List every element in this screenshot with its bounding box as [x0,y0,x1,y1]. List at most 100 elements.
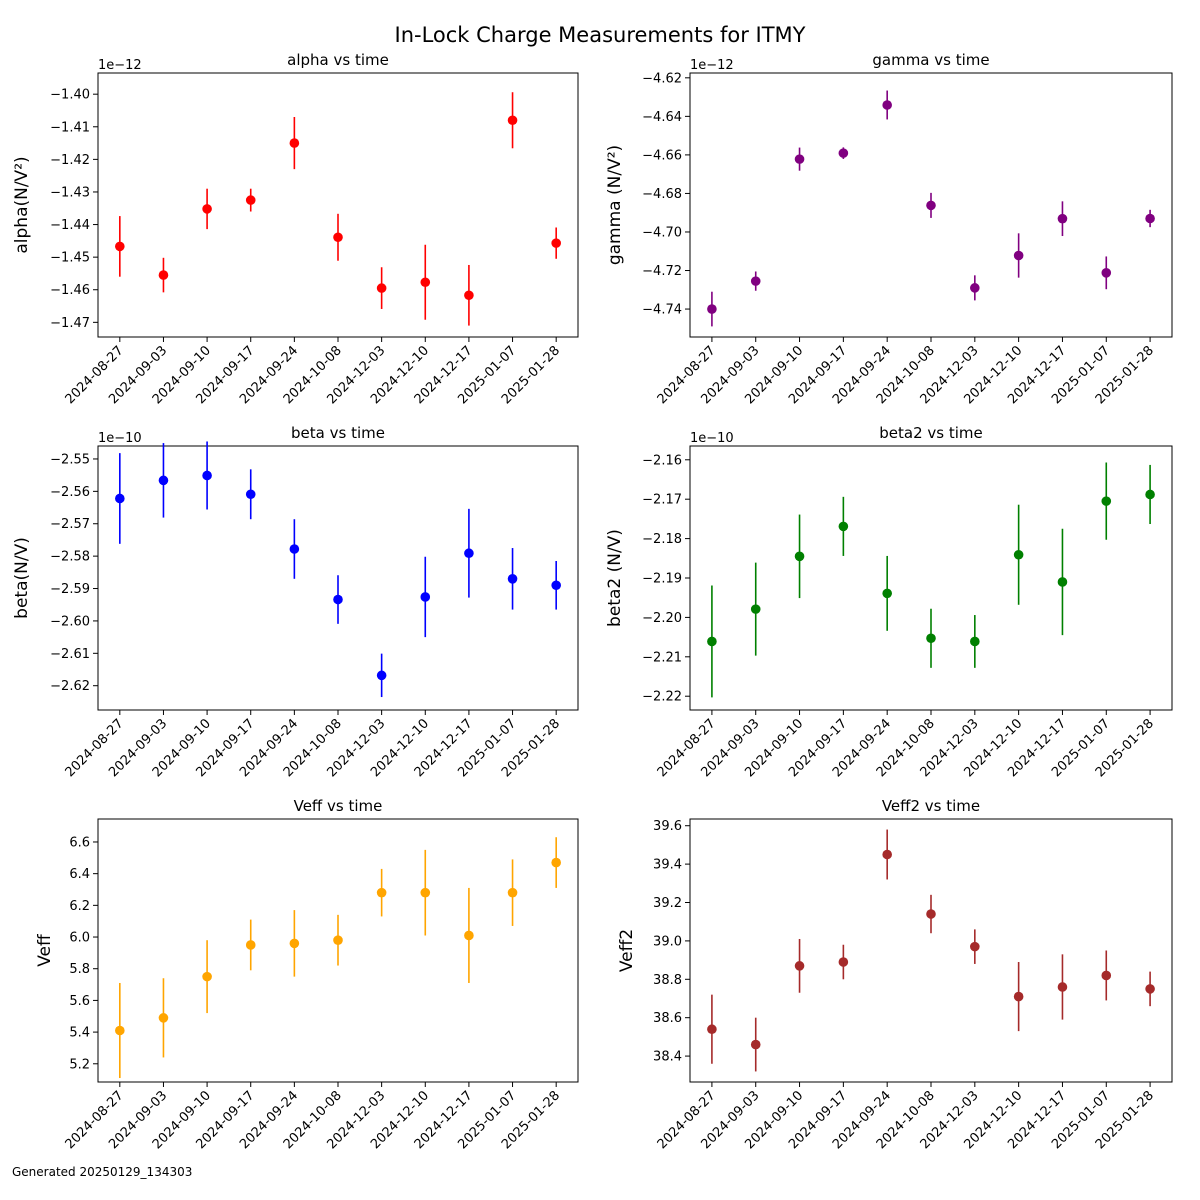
data-point [202,971,212,982]
data-point [115,1025,125,1036]
figure-title: In-Lock Charge Measurements for ITMY [395,23,806,47]
y-tick-label: −2.18 [642,532,682,547]
data-point [926,909,936,919]
data-point [289,138,300,148]
axis-offset-label: 1e−10 [690,431,734,446]
data-point [750,604,761,614]
axis-offset-label: 1e−12 [98,58,142,73]
data-point [1013,549,1024,560]
data-point [202,470,212,481]
chart-panel: beta2 vs time 1e−10 beta2 (N/V) −2.22 −2.21 −… [605,424,1173,780]
y-tick-label: 5.6 [69,994,90,1009]
data-point [551,580,561,591]
data-point [1101,268,1112,278]
y-tick-label: −2.16 [642,453,682,468]
y-tick-label: −1.41 [50,120,90,135]
data-point [245,489,256,500]
axes-frame [97,72,579,338]
data-point [838,148,849,158]
data-point [333,935,343,946]
data-point [333,232,343,243]
data-point [115,493,125,504]
y-tick-label: 39.2 [653,896,682,911]
y-tick-label: −2.60 [50,614,90,629]
y-axis-label: beta(N/V) [12,537,32,619]
y-tick-label: −2.55 [50,452,90,467]
data-point [158,475,169,486]
y-tick-label: −2.62 [50,679,90,694]
data-point [245,195,256,205]
y-tick-label: −4.72 [642,264,682,279]
data-point [1057,213,1068,224]
data-point [926,200,936,211]
data-point [970,941,980,952]
data-point [158,270,169,280]
data-point [1057,577,1068,587]
data-point [1145,984,1155,994]
data-point [376,887,387,898]
data-point [289,544,300,554]
y-tick-label: −1.42 [50,153,90,168]
y-tick-label: 39.4 [653,858,682,873]
chart-title: Veff vs time [294,797,383,815]
data-point [245,940,256,950]
data-point [464,930,474,941]
data-point [1101,496,1112,506]
data-point [882,588,892,599]
y-tick-label: −4.66 [642,148,682,163]
y-tick-label: 38.4 [653,1050,682,1065]
data-point [838,521,849,532]
y-tick-label: −1.45 [50,251,90,266]
y-tick-label: 5.4 [69,1026,90,1041]
y-tick-label: −2.17 [642,493,682,508]
y-axis-label: beta2 (N/V) [605,529,625,627]
data-point [507,115,518,126]
y-tick-label: 5.8 [69,962,90,977]
data-point [507,887,518,898]
data-point [551,857,561,868]
y-tick-label: 38.8 [653,973,682,988]
data-point [464,548,474,559]
data-point [551,238,561,248]
y-tick-label: 39.0 [653,934,682,949]
chart-title: beta vs time [291,424,385,442]
data-point [420,887,431,898]
chart-panel: alpha vs time 1e−12 alpha(N/V²) −1.47 −1.46 −… [12,51,579,407]
y-tick-label: −4.68 [642,187,682,202]
y-tick-label: 39.6 [653,819,682,834]
y-tick-label: −2.19 [642,572,682,587]
y-axis-label: Veff [35,933,55,967]
data-point [158,1013,169,1023]
y-tick-label: −1.46 [50,283,90,298]
data-point [507,574,518,584]
y-tick-label: −1.44 [50,218,90,233]
footer-timestamp: Generated 20250129_134303 [12,1165,192,1179]
y-tick-label: −1.43 [50,185,90,200]
chart-panel: beta vs time 1e−10 beta(N/V) −2.62 −2.61 −2.6… [12,424,579,780]
y-tick-label: 6.0 [69,931,90,946]
y-tick-label: 6.2 [69,899,90,914]
y-axis-label: Veff2 [617,929,637,972]
chart-panel: gamma vs time 1e−12 gamma (N/V²) −4.74 −4.72… [605,51,1173,407]
data-point [750,276,761,286]
chart-title: Veff2 vs time [882,797,980,815]
y-tick-label: −4.70 [642,225,682,240]
y-tick-label: 6.4 [69,867,90,882]
chart-title: beta2 vs time [879,424,982,442]
data-point [970,283,980,293]
y-tick-label: 6.6 [69,835,90,850]
data-point [794,961,805,971]
data-point [420,277,431,288]
data-point [1101,970,1112,981]
data-point [1145,489,1155,500]
y-tick-label: −2.57 [50,517,90,532]
data-point [1013,991,1024,1002]
y-tick-label: 38.6 [653,1011,682,1026]
axes-frame [689,445,1173,711]
data-point [707,636,717,647]
y-tick-label: −2.59 [50,582,90,597]
chart-title: alpha vs time [287,51,389,69]
data-point [289,938,300,949]
data-point [750,1039,761,1050]
y-tick-label: −2.21 [642,650,682,665]
